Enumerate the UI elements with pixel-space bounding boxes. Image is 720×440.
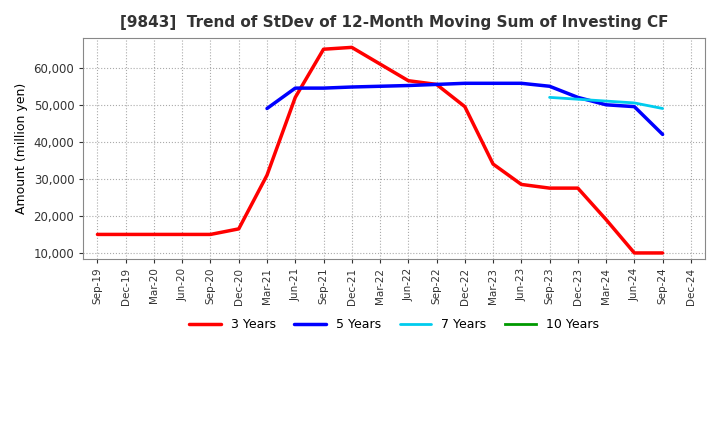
3 Years: [517, 182, 526, 187]
3 Years: [489, 161, 498, 167]
3 Years: [602, 217, 611, 222]
5 Years: [291, 85, 300, 91]
Y-axis label: Amount (million yen): Amount (million yen): [15, 83, 28, 214]
5 Years: [630, 104, 639, 109]
5 Years: [602, 102, 611, 107]
3 Years: [263, 172, 271, 178]
5 Years: [658, 132, 667, 137]
3 Years: [461, 104, 469, 109]
7 Years: [630, 100, 639, 106]
Line: 3 Years: 3 Years: [97, 48, 662, 253]
7 Years: [574, 97, 582, 102]
Line: 7 Years: 7 Years: [549, 97, 662, 109]
3 Years: [658, 250, 667, 256]
7 Years: [658, 106, 667, 111]
5 Years: [376, 84, 384, 89]
5 Years: [461, 81, 469, 86]
3 Years: [122, 232, 130, 237]
5 Years: [489, 81, 498, 86]
5 Years: [432, 82, 441, 87]
3 Years: [178, 232, 186, 237]
3 Years: [150, 232, 158, 237]
3 Years: [432, 82, 441, 87]
3 Years: [630, 250, 639, 256]
Line: 5 Years: 5 Years: [267, 83, 662, 134]
3 Years: [319, 47, 328, 52]
3 Years: [574, 186, 582, 191]
3 Years: [291, 95, 300, 100]
5 Years: [404, 83, 413, 88]
5 Years: [263, 106, 271, 111]
5 Years: [319, 85, 328, 91]
5 Years: [574, 95, 582, 100]
Title: [9843]  Trend of StDev of 12-Month Moving Sum of Investing CF: [9843] Trend of StDev of 12-Month Moving…: [120, 15, 668, 30]
3 Years: [235, 226, 243, 231]
3 Years: [404, 78, 413, 83]
Legend: 3 Years, 5 Years, 7 Years, 10 Years: 3 Years, 5 Years, 7 Years, 10 Years: [184, 313, 604, 336]
3 Years: [348, 45, 356, 50]
5 Years: [517, 81, 526, 86]
3 Years: [545, 186, 554, 191]
7 Years: [602, 99, 611, 104]
7 Years: [545, 95, 554, 100]
5 Years: [545, 84, 554, 89]
3 Years: [93, 232, 102, 237]
3 Years: [206, 232, 215, 237]
5 Years: [348, 84, 356, 90]
3 Years: [376, 62, 384, 67]
